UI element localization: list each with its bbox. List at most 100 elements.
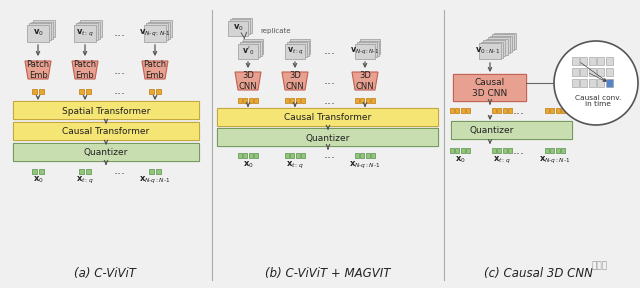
Text: 3D
CNN: 3D CNN: [239, 71, 257, 91]
Bar: [144, 24, 166, 41]
Text: Causal Transformer: Causal Transformer: [62, 128, 150, 137]
Bar: [486, 39, 508, 54]
Text: Quantizer: Quantizer: [306, 134, 350, 143]
Polygon shape: [282, 72, 308, 90]
Text: $\mathbf{x}_{N\text{-}q:N\text{-}1}$: $\mathbf{x}_{N\text{-}q:N\text{-}1}$: [140, 175, 171, 185]
Bar: [466, 147, 470, 153]
FancyBboxPatch shape: [218, 128, 438, 147]
Bar: [248, 153, 253, 158]
Bar: [497, 147, 501, 153]
Bar: [146, 23, 168, 40]
Bar: [291, 98, 294, 103]
Bar: [508, 107, 512, 113]
Bar: [248, 98, 253, 103]
Text: Quantizer: Quantizer: [84, 149, 128, 158]
Bar: [605, 57, 612, 65]
Text: Patch
Emb: Patch Emb: [143, 60, 166, 80]
Bar: [285, 153, 289, 158]
Bar: [365, 98, 370, 103]
Bar: [605, 79, 612, 87]
Bar: [502, 107, 507, 113]
Bar: [483, 40, 506, 56]
Circle shape: [554, 41, 638, 125]
Bar: [456, 147, 460, 153]
Bar: [301, 98, 305, 103]
Bar: [360, 98, 364, 103]
Bar: [156, 88, 161, 94]
Bar: [456, 107, 460, 113]
Bar: [33, 20, 55, 37]
FancyBboxPatch shape: [451, 122, 573, 140]
Bar: [360, 153, 364, 158]
Bar: [572, 68, 579, 76]
Bar: [358, 41, 379, 56]
Bar: [371, 153, 375, 158]
Bar: [605, 68, 612, 76]
Bar: [78, 22, 100, 39]
Bar: [243, 153, 248, 158]
Text: Causal
3D CNN: Causal 3D CNN: [472, 78, 508, 98]
Bar: [550, 147, 554, 153]
Text: (c) Causal 3D CNN: (c) Causal 3D CNN: [484, 268, 593, 281]
Polygon shape: [235, 72, 261, 90]
Bar: [296, 153, 300, 158]
Bar: [597, 79, 604, 87]
Bar: [556, 107, 559, 113]
Bar: [545, 107, 549, 113]
Text: ...: ...: [114, 84, 126, 98]
Bar: [355, 153, 359, 158]
Bar: [371, 98, 375, 103]
Bar: [357, 42, 377, 57]
Text: Causal conv.
in time: Causal conv. in time: [575, 94, 621, 107]
Bar: [497, 107, 501, 113]
Text: 3D
CNN: 3D CNN: [356, 71, 374, 91]
Bar: [556, 147, 559, 153]
Bar: [76, 23, 98, 40]
Bar: [228, 20, 248, 35]
Text: Causal Transformer: Causal Transformer: [284, 113, 372, 122]
Text: replicate: replicate: [260, 28, 291, 34]
Bar: [466, 107, 470, 113]
Text: Patch
Emb: Patch Emb: [26, 60, 49, 80]
Bar: [580, 79, 587, 87]
Text: ...: ...: [114, 26, 126, 39]
Bar: [355, 43, 375, 58]
Bar: [74, 24, 96, 41]
Bar: [492, 147, 496, 153]
Bar: [238, 43, 258, 58]
Bar: [156, 168, 161, 173]
Polygon shape: [25, 61, 51, 79]
Bar: [301, 153, 305, 158]
Text: Spatial Transformer: Spatial Transformer: [62, 107, 150, 115]
Bar: [597, 68, 604, 76]
Text: $\mathbf{v}_{0:N\text{-}1}$: $\mathbf{v}_{0:N\text{-}1}$: [476, 46, 500, 56]
Polygon shape: [72, 61, 98, 79]
FancyBboxPatch shape: [13, 101, 200, 120]
Bar: [450, 107, 454, 113]
Text: (b) C-ViViT + MAGVIT: (b) C-ViViT + MAGVIT: [266, 268, 390, 281]
FancyBboxPatch shape: [13, 143, 200, 162]
Bar: [39, 168, 44, 173]
Bar: [27, 24, 49, 41]
Bar: [291, 39, 310, 54]
Text: Patch
Emb: Patch Emb: [74, 60, 97, 80]
Text: $\mathbf{v}_{0}$: $\mathbf{v}_{0}$: [33, 28, 44, 38]
Text: $\mathbf{x}_{N\text{-}q:N\text{-}1}$: $\mathbf{x}_{N\text{-}q:N\text{-}1}$: [540, 154, 571, 166]
Bar: [490, 35, 512, 52]
Bar: [580, 68, 587, 76]
Bar: [550, 107, 554, 113]
Bar: [232, 18, 252, 33]
Bar: [589, 68, 595, 76]
Bar: [79, 88, 84, 94]
Bar: [561, 147, 565, 153]
Bar: [365, 153, 370, 158]
Text: ...: ...: [114, 63, 126, 77]
Bar: [291, 153, 294, 158]
Text: ...: ...: [324, 94, 336, 107]
Bar: [238, 98, 242, 103]
Text: $\mathbf{x}_{t:q}$: $\mathbf{x}_{t:q}$: [286, 160, 304, 170]
Bar: [479, 43, 501, 59]
Polygon shape: [142, 61, 168, 79]
Bar: [230, 19, 250, 34]
Bar: [561, 107, 565, 113]
